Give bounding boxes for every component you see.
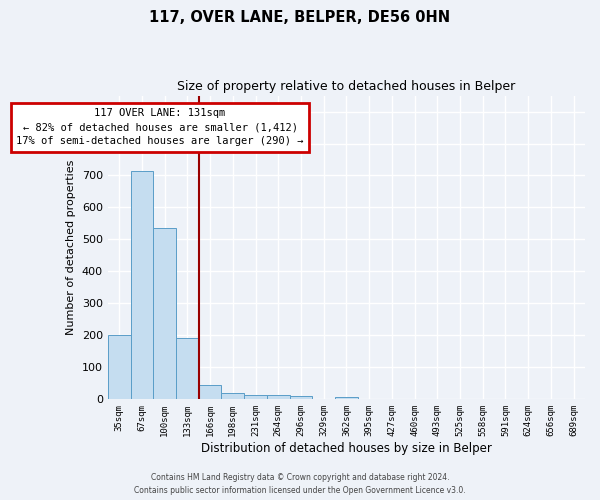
Title: Size of property relative to detached houses in Belper: Size of property relative to detached ho… xyxy=(177,80,515,93)
Bar xyxy=(176,338,199,400)
Bar xyxy=(244,394,267,400)
Bar xyxy=(290,396,313,400)
Y-axis label: Number of detached properties: Number of detached properties xyxy=(66,160,76,335)
Text: 117 OVER LANE: 131sqm
← 82% of detached houses are smaller (1,412)
17% of semi-d: 117 OVER LANE: 131sqm ← 82% of detached … xyxy=(16,108,304,146)
X-axis label: Distribution of detached houses by size in Belper: Distribution of detached houses by size … xyxy=(201,442,492,455)
Bar xyxy=(221,393,244,400)
Text: 117, OVER LANE, BELPER, DE56 0HN: 117, OVER LANE, BELPER, DE56 0HN xyxy=(149,10,451,25)
Bar xyxy=(108,336,131,400)
Bar xyxy=(131,170,153,400)
Text: Contains HM Land Registry data © Crown copyright and database right 2024.
Contai: Contains HM Land Registry data © Crown c… xyxy=(134,473,466,495)
Bar xyxy=(199,385,221,400)
Bar xyxy=(153,228,176,400)
Bar xyxy=(267,396,290,400)
Bar xyxy=(335,397,358,400)
